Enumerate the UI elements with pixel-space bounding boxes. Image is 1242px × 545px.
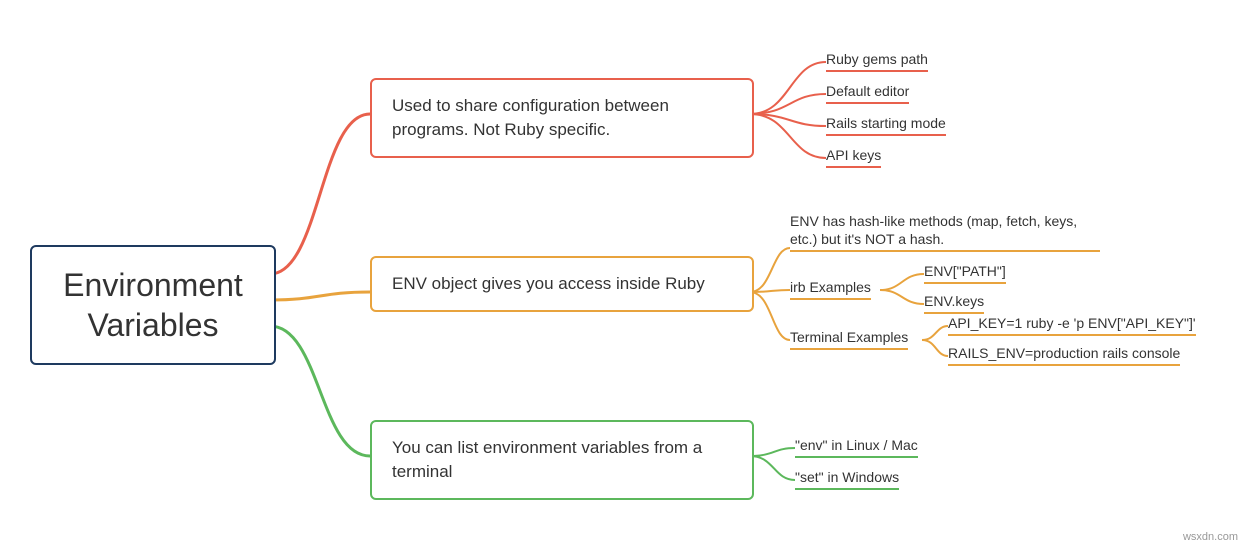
- leaf-env-hashlike: ENV has hash-like methods (map, fetch, k…: [790, 212, 1100, 252]
- leaf-api-keys: API keys: [826, 146, 881, 168]
- branch-node-env-object: ENV object gives you access inside Ruby: [370, 256, 754, 312]
- leaf-rails-starting-mode: Rails starting mode: [826, 114, 946, 136]
- leaf-default-editor: Default editor: [826, 82, 909, 104]
- branch-text: ENV object gives you access inside Ruby: [392, 274, 705, 293]
- sub-leaf-api-key-cmd: API_KEY=1 ruby -e 'p ENV["API_KEY"]': [948, 314, 1196, 336]
- branch-text: Used to share configuration between prog…: [392, 96, 669, 139]
- leaf-set-windows: "set" in Windows: [795, 468, 899, 490]
- root-node: Environment Variables: [30, 245, 276, 365]
- sub-leaf-rails-env-cmd: RAILS_ENV=production rails console: [948, 344, 1180, 366]
- leaf-irb-examples: irb Examples: [790, 278, 871, 300]
- branch-node-list-vars: You can list environment variables from …: [370, 420, 754, 500]
- branch-text: You can list environment variables from …: [392, 438, 702, 481]
- sub-leaf-env-path: ENV["PATH"]: [924, 262, 1006, 284]
- leaf-env-linux-mac: "env" in Linux / Mac: [795, 436, 918, 458]
- root-line2: Variables: [87, 307, 218, 343]
- branch-node-config: Used to share configuration between prog…: [370, 78, 754, 158]
- leaf-ruby-gems-path: Ruby gems path: [826, 50, 928, 72]
- sub-leaf-env-keys: ENV.keys: [924, 292, 984, 314]
- root-line1: Environment: [63, 267, 243, 303]
- watermark: wsxdn.com: [1183, 531, 1238, 543]
- leaf-terminal-examples: Terminal Examples: [790, 328, 908, 350]
